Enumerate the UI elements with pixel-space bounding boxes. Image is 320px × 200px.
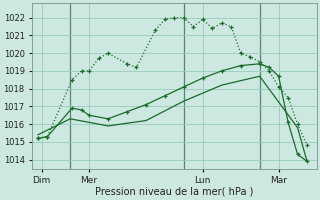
X-axis label: Pression niveau de la mer( hPa ): Pression niveau de la mer( hPa ) xyxy=(95,187,253,197)
